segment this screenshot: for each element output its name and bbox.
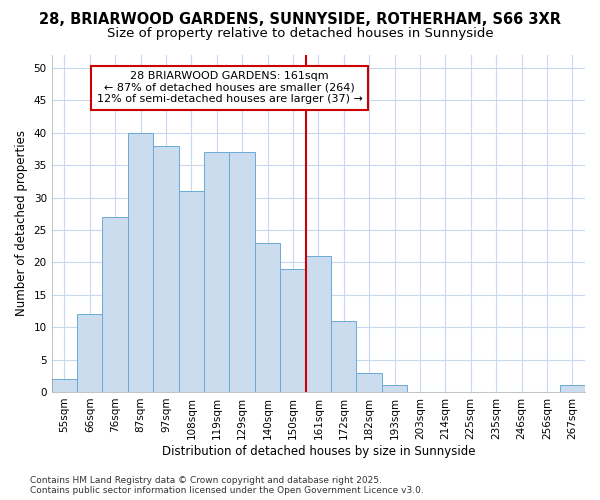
- Bar: [280, 269, 305, 392]
- Bar: [255, 243, 280, 392]
- Bar: [204, 152, 229, 392]
- Bar: [229, 152, 255, 392]
- Text: Size of property relative to detached houses in Sunnyside: Size of property relative to detached ho…: [107, 28, 493, 40]
- X-axis label: Distribution of detached houses by size in Sunnyside: Distribution of detached houses by size …: [161, 444, 475, 458]
- Bar: [382, 386, 407, 392]
- Bar: [305, 256, 331, 392]
- Bar: [103, 217, 128, 392]
- Bar: [560, 386, 585, 392]
- Bar: [179, 191, 204, 392]
- Text: 28, BRIARWOOD GARDENS, SUNNYSIDE, ROTHERHAM, S66 3XR: 28, BRIARWOOD GARDENS, SUNNYSIDE, ROTHER…: [39, 12, 561, 28]
- Bar: [331, 320, 356, 392]
- Text: Contains HM Land Registry data © Crown copyright and database right 2025.
Contai: Contains HM Land Registry data © Crown c…: [30, 476, 424, 495]
- Bar: [128, 133, 153, 392]
- Bar: [77, 314, 103, 392]
- Bar: [153, 146, 179, 392]
- Bar: [52, 379, 77, 392]
- Bar: [356, 372, 382, 392]
- Y-axis label: Number of detached properties: Number of detached properties: [15, 130, 28, 316]
- Text: 28 BRIARWOOD GARDENS: 161sqm
← 87% of detached houses are smaller (264)
12% of s: 28 BRIARWOOD GARDENS: 161sqm ← 87% of de…: [97, 71, 362, 104]
